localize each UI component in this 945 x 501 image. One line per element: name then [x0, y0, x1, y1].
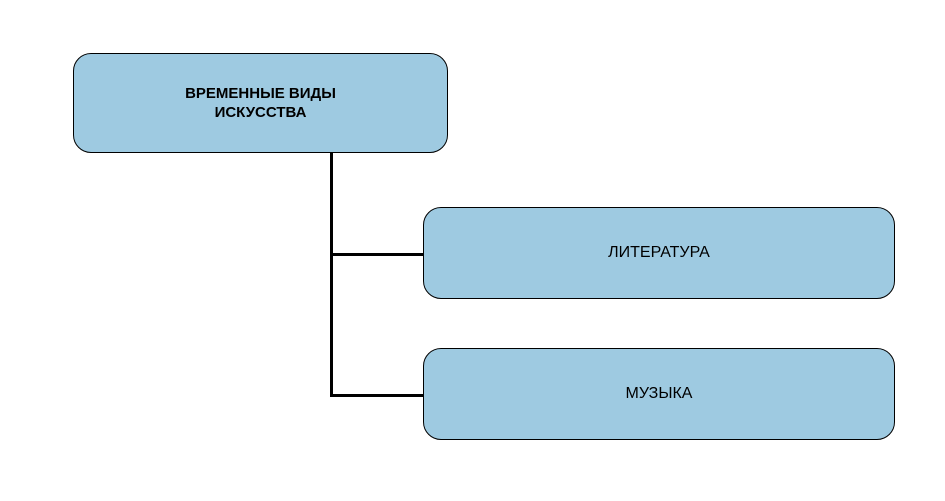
connector-branch-2	[330, 394, 423, 397]
diagram-canvas: ВРЕМЕННЫЕ ВИДЫИСКУССТВА ЛИТЕРАТУРА МУЗЫК…	[0, 0, 945, 501]
child-node-label: МУЗЫКА	[626, 384, 693, 405]
child-node-music: МУЗЫКА	[423, 348, 895, 440]
connector-branch-1	[330, 253, 423, 256]
root-node: ВРЕМЕННЫЕ ВИДЫИСКУССТВА	[73, 53, 448, 153]
child-node-literature: ЛИТЕРАТУРА	[423, 207, 895, 299]
root-node-label: ВРЕМЕННЫЕ ВИДЫИСКУССТВА	[185, 84, 336, 123]
child-node-label: ЛИТЕРАТУРА	[608, 243, 710, 264]
connector-trunk	[330, 153, 333, 395]
